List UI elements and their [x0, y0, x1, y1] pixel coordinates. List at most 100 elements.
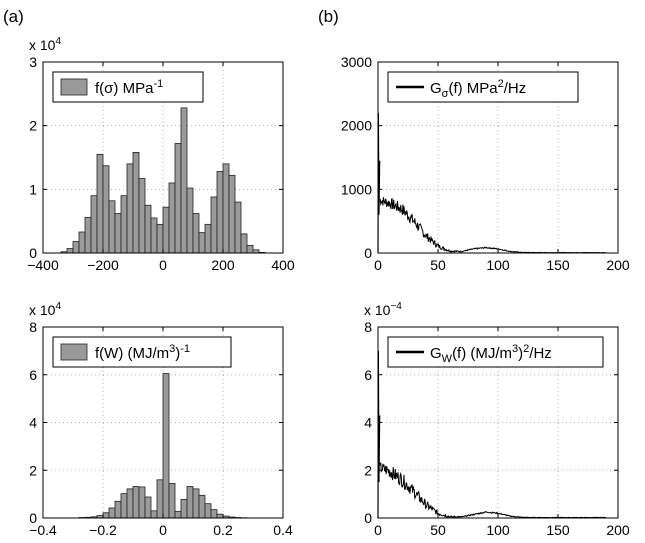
histogram-bar	[120, 195, 128, 254]
x-tick-label: 50	[430, 522, 446, 538]
histogram-bar	[150, 510, 158, 519]
histogram-bar	[210, 196, 218, 254]
histogram-bar	[240, 233, 248, 254]
histogram-bar	[84, 216, 92, 254]
histogram-bar	[234, 201, 242, 254]
histogram-bar	[186, 187, 194, 254]
legend-swatch	[60, 343, 88, 361]
histogram-bar	[144, 496, 152, 519]
histogram-bar	[114, 213, 122, 254]
y-tick-label: 2	[29, 118, 37, 134]
histogram-bar	[222, 163, 230, 254]
histogram-bar	[186, 486, 194, 519]
histogram-bar	[120, 493, 128, 519]
histogram-bar	[138, 178, 146, 254]
histogram-bar	[204, 503, 212, 519]
x-tick-label: −0.4	[29, 522, 57, 538]
spectrum-line	[379, 462, 607, 519]
legend-label: f(σ) MPa-1	[95, 78, 163, 97]
legend: f(σ) MPa-1	[52, 71, 204, 103]
chart-a1: −400 −200 0 200 400 0 1 2 3x 104 f(σ) MPa-1	[27, 36, 295, 273]
y-tick-label: 4	[29, 415, 37, 431]
histogram-bar	[126, 163, 134, 254]
x-tick-label: 0	[159, 522, 167, 538]
x-tick-label: 200	[211, 257, 235, 273]
histogram-bar	[210, 509, 218, 519]
y-tick-label: 2	[29, 462, 37, 478]
y-tick-label: 2	[364, 462, 372, 478]
y-tick-label: 6	[364, 367, 372, 383]
histogram-bar	[132, 152, 140, 254]
x-tick-label: 0.2	[213, 522, 233, 538]
chart-a2: −0.4 −0.2 0 0.2 0.4 0 2 4 6 8x 104 f(W) (MJ/m3)-1	[29, 301, 293, 538]
x-tick-label: 150	[546, 257, 570, 273]
panel-label-a: (a)	[3, 7, 24, 26]
histogram-bar	[204, 223, 212, 254]
histogram-bar	[72, 241, 80, 254]
y-tick-label: 0	[29, 510, 37, 526]
x-tick-label: 0.4	[273, 522, 293, 538]
y-tick-label: 8	[364, 319, 372, 335]
histogram-bar	[180, 107, 188, 254]
chart-b2: 0 50 100 150 200 0 2 4 6 8x 10−4 GW(f) (MJ/m3)2/Hz	[364, 301, 630, 538]
histogram-bar	[96, 153, 104, 254]
y-multiplier: x 104	[29, 301, 61, 318]
histogram-bar	[198, 232, 206, 254]
y-tick-label: 8	[29, 319, 37, 335]
histogram-bar	[192, 213, 200, 254]
y-multiplier: x 104	[29, 36, 61, 53]
histogram-bar	[162, 373, 170, 519]
histogram-bar	[192, 488, 200, 519]
spectrum-line	[379, 197, 607, 254]
histogram-bar	[144, 204, 152, 254]
x-tick-label: 0	[159, 257, 167, 273]
histogram-bar	[162, 206, 170, 254]
y-tick-label: 3000	[341, 54, 372, 70]
y-tick-label: 4	[364, 415, 372, 431]
x-tick-label: 400	[271, 257, 295, 273]
histogram-bar	[228, 174, 236, 254]
histogram-bar	[114, 500, 122, 519]
y-tick-label: 6	[29, 367, 37, 383]
y-tick-label: 1000	[341, 181, 372, 197]
histogram-bar	[174, 143, 182, 254]
legend: GW(f) (MJ/m3)2/Hz	[387, 336, 604, 368]
histogram-bar	[168, 182, 176, 254]
histogram-bar	[102, 165, 110, 254]
y-tick-label: 2000	[341, 118, 372, 134]
x-tick-label: 200	[606, 522, 630, 538]
histogram-bar	[246, 244, 254, 254]
histogram-bar	[108, 200, 116, 254]
histogram-bar	[174, 510, 182, 519]
histogram-bar	[66, 248, 74, 254]
histogram-bar	[102, 512, 110, 519]
legend-label: f(W) (MJ/m3)-1	[95, 343, 190, 362]
panel-label-b: (b)	[318, 7, 339, 26]
y-tick-label: 0	[364, 245, 372, 261]
x-tick-label: 200	[606, 257, 630, 273]
histogram-bar	[216, 513, 224, 519]
legend-label: Gσ(f) MPa2/Hz	[430, 78, 526, 100]
x-tick-label: 0	[374, 522, 382, 538]
histogram-bar	[216, 171, 224, 254]
histogram-bar	[108, 507, 116, 519]
x-tick-label: −0.2	[89, 522, 117, 538]
x-tick-label: 150	[546, 522, 570, 538]
legend: f(W) (MJ/m3)-1	[52, 336, 232, 368]
histogram-bar	[138, 486, 146, 519]
histogram-bar	[90, 195, 98, 254]
x-tick-label: 0	[374, 257, 382, 273]
histogram-bar	[198, 494, 206, 519]
x-tick-label: 100	[486, 257, 510, 273]
histogram-bar	[150, 217, 158, 254]
x-tick-label: 50	[430, 257, 446, 273]
legend-label: GW(f) (MJ/m3)2/Hz	[430, 343, 552, 365]
legend: Gσ(f) MPa2/Hz	[387, 71, 579, 103]
histogram-bar	[168, 482, 176, 519]
histogram-bar	[156, 223, 164, 254]
y-tick-label: 0	[29, 245, 37, 261]
y-tick-label: 1	[29, 181, 37, 197]
histogram-bar	[78, 231, 86, 254]
